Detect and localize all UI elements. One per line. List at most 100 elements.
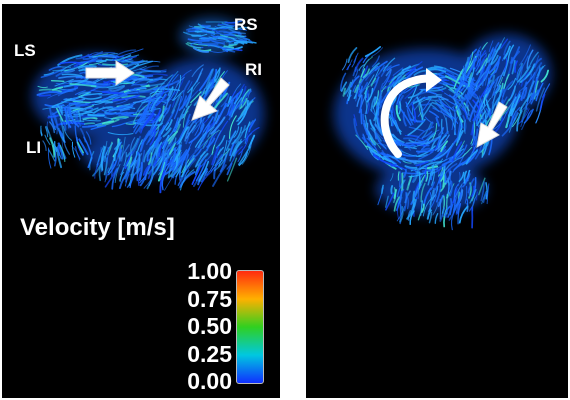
streamline bbox=[75, 53, 90, 60]
streamline bbox=[403, 168, 407, 178]
streamline bbox=[182, 80, 191, 94]
streamline bbox=[85, 131, 92, 145]
streamline bbox=[162, 91, 175, 106]
streamline bbox=[160, 141, 169, 159]
streamline bbox=[365, 67, 378, 81]
streamline bbox=[83, 136, 93, 158]
streamline bbox=[373, 90, 379, 107]
streamline bbox=[222, 81, 231, 98]
streamline bbox=[38, 88, 62, 93]
streamline bbox=[237, 99, 249, 126]
streamline bbox=[353, 118, 361, 141]
streamline bbox=[376, 105, 380, 118]
streamline bbox=[353, 86, 359, 100]
streamline bbox=[186, 27, 199, 31]
streamline bbox=[358, 94, 363, 114]
streamline bbox=[467, 104, 470, 117]
streamline bbox=[203, 120, 217, 139]
streamline bbox=[456, 130, 464, 144]
streamline bbox=[358, 85, 363, 93]
streamline bbox=[173, 73, 186, 96]
streamline bbox=[160, 122, 170, 135]
streamline bbox=[435, 186, 438, 198]
streamline bbox=[40, 128, 43, 137]
streamline bbox=[448, 204, 458, 221]
streamline bbox=[119, 171, 125, 181]
streamline bbox=[133, 115, 147, 133]
streamline bbox=[121, 136, 126, 162]
streamline bbox=[159, 169, 166, 194]
streamline bbox=[178, 93, 192, 111]
streamline bbox=[462, 146, 473, 157]
streamline bbox=[138, 171, 141, 186]
streamline bbox=[464, 186, 468, 204]
streamline bbox=[507, 44, 515, 61]
streamline bbox=[49, 121, 55, 134]
streamline bbox=[499, 37, 505, 50]
streamline bbox=[163, 138, 169, 148]
streamline bbox=[420, 182, 426, 203]
streamline bbox=[56, 146, 61, 157]
streamline bbox=[81, 87, 99, 95]
streamline bbox=[59, 117, 65, 140]
streamline bbox=[105, 167, 110, 180]
streamline bbox=[454, 87, 465, 100]
streamline bbox=[481, 42, 488, 50]
streamline bbox=[502, 59, 509, 77]
streamline bbox=[435, 94, 449, 101]
streamline bbox=[464, 81, 473, 102]
streamline bbox=[355, 92, 358, 102]
streamline bbox=[185, 153, 190, 170]
streamline bbox=[219, 34, 235, 39]
streamline bbox=[520, 71, 530, 87]
streamline bbox=[420, 200, 423, 216]
streamline bbox=[516, 66, 522, 81]
streamline bbox=[60, 105, 63, 116]
streamline bbox=[211, 146, 220, 166]
streamline bbox=[47, 90, 74, 99]
streamline bbox=[135, 94, 152, 115]
streamline bbox=[407, 89, 424, 99]
streamline bbox=[373, 140, 381, 149]
streamline bbox=[130, 151, 138, 168]
streamline bbox=[76, 110, 82, 127]
streamline bbox=[54, 78, 74, 87]
streamline bbox=[111, 161, 114, 172]
streamline bbox=[52, 68, 75, 72]
streamline bbox=[426, 68, 447, 73]
streamline bbox=[56, 107, 64, 122]
streamline bbox=[161, 173, 166, 191]
streamline bbox=[131, 94, 157, 99]
streamline bbox=[508, 112, 519, 133]
right-streamlines bbox=[340, 37, 551, 231]
streamline bbox=[483, 93, 487, 103]
streamline bbox=[171, 92, 182, 114]
streamline bbox=[483, 192, 488, 203]
streamline bbox=[494, 115, 504, 133]
streamline bbox=[138, 162, 143, 181]
streamline bbox=[228, 28, 246, 35]
streamline bbox=[355, 134, 369, 150]
streamline bbox=[366, 90, 369, 102]
streamline bbox=[163, 159, 168, 171]
streamline bbox=[353, 114, 358, 127]
streamline bbox=[66, 110, 73, 125]
streamline bbox=[468, 99, 480, 121]
streamline bbox=[71, 141, 76, 158]
streamline bbox=[427, 171, 433, 186]
streamline bbox=[105, 147, 109, 163]
streamline bbox=[491, 42, 500, 60]
streamline bbox=[503, 40, 511, 56]
streamline bbox=[406, 198, 417, 220]
streamline bbox=[434, 213, 439, 224]
streamline bbox=[437, 194, 444, 207]
streamline bbox=[157, 162, 166, 182]
streamline bbox=[444, 173, 447, 183]
streamline bbox=[397, 171, 400, 181]
streamline bbox=[451, 141, 463, 163]
streamline bbox=[36, 91, 63, 96]
streamline bbox=[186, 124, 196, 139]
streamline bbox=[37, 85, 48, 89]
legend-tick: 0.50 bbox=[187, 313, 232, 339]
streamline bbox=[377, 97, 380, 110]
